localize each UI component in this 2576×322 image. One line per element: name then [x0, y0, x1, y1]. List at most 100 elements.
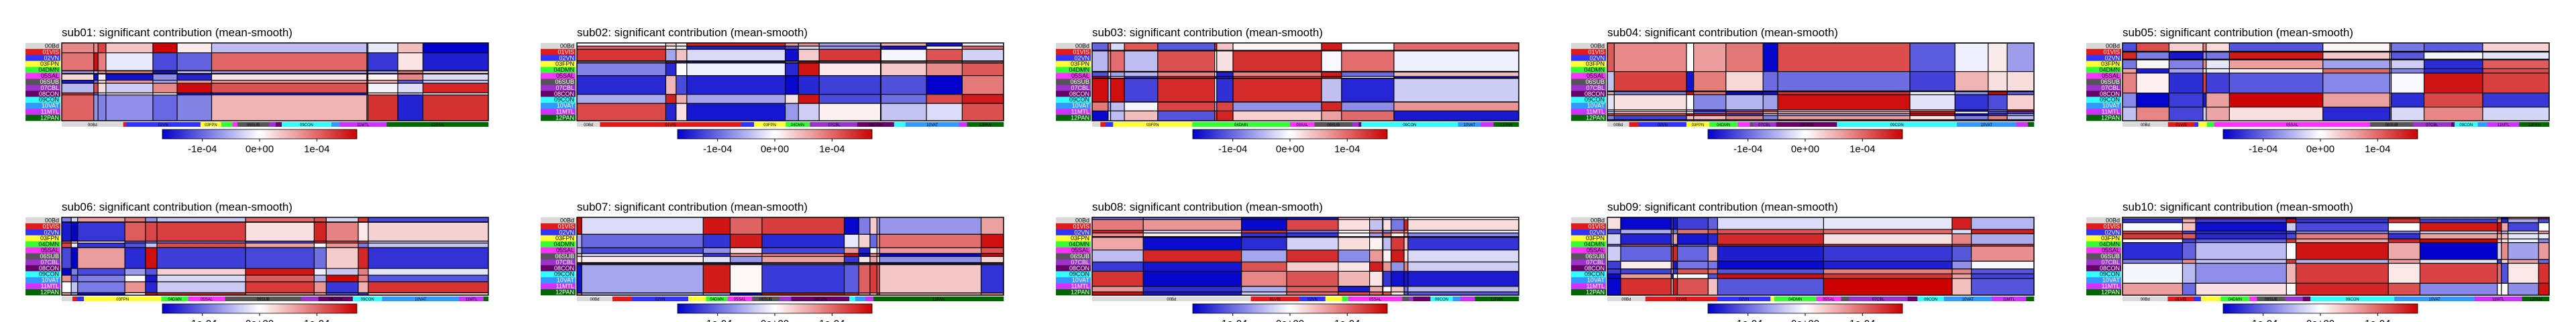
heatmap-cell [1620, 229, 1672, 234]
heatmap-cell [1708, 229, 1718, 234]
network-strip-label: 04DMN [1717, 123, 1730, 127]
heatmap-cell [819, 94, 881, 104]
heatmap-cell [2390, 93, 2392, 107]
heatmap-cell [1717, 244, 1824, 247]
heatmap-cell [2420, 242, 2498, 260]
network-strip-segment [1409, 297, 1413, 301]
colorbar-tick-label: -1e-04 [2249, 318, 2277, 322]
heatmap-cell [71, 241, 78, 244]
heatmap-cell [686, 46, 786, 50]
network-strip-segment [2302, 297, 2311, 301]
network-label: 03FPN [555, 60, 574, 67]
heatmap-cell [77, 248, 125, 269]
heatmap-cell [1673, 229, 1678, 234]
heatmap-cell [1124, 102, 1159, 111]
heatmap-cell [177, 83, 212, 93]
heatmap-cell [1823, 217, 1953, 230]
heatmap-cell [869, 263, 877, 265]
heatmap-cell [2501, 239, 2508, 243]
network-strip-segment [1493, 122, 1519, 127]
network-label-bg [25, 60, 60, 67]
heatmap-cell [2136, 107, 2169, 121]
heatmap-cell [1383, 233, 1391, 237]
heatmap-cell [926, 75, 963, 95]
heatmap-cell [1620, 268, 1672, 274]
heatmap-cell [246, 275, 315, 282]
heatmap-cell [1233, 76, 1322, 79]
heatmap-cell [326, 217, 359, 223]
network-label-bg [25, 289, 60, 296]
network-label-bg [541, 241, 576, 248]
heatmap-cell [2203, 93, 2207, 107]
network-strip-label: 00Bd [2141, 123, 2150, 127]
network-label-bg [1571, 85, 1606, 91]
heatmap-cell [62, 217, 72, 223]
heatmap-cell [1241, 250, 1287, 262]
heatmap-cell [1988, 91, 2008, 95]
network-label: 12PAN [1071, 115, 1089, 121]
heatmap-cell [1910, 111, 1955, 114]
heatmap-cell [1708, 246, 1718, 262]
heatmap-cell [2196, 231, 2287, 234]
heatmap-cell [368, 241, 489, 244]
network-strip-label: 06SUB [2385, 123, 2398, 127]
network-strip-segment [339, 122, 387, 127]
network-strip-label: 06SUB [257, 298, 270, 302]
heatmap-cell [1369, 292, 1383, 296]
network-label-bg [1056, 265, 1091, 272]
network-label-bg [1056, 48, 1091, 56]
network-label-bg [541, 78, 576, 85]
heatmap-cell [962, 62, 1004, 76]
heatmap-cell [1214, 102, 1218, 111]
heatmap-cell [1607, 217, 1621, 230]
network-label-bg [25, 247, 60, 254]
heatmap-cell [1407, 219, 1519, 231]
heatmap-cell [1708, 217, 1718, 230]
heatmap-cell [819, 43, 881, 47]
heatmap-cell [177, 43, 212, 54]
colorbar-tick-label: -1e-04 [703, 144, 732, 155]
heatmap-cell [761, 248, 845, 254]
heatmap-cell [2538, 263, 2550, 284]
network-strip-segment [1737, 122, 1750, 127]
network-strip-segment [741, 122, 755, 127]
heatmap-cell [77, 241, 125, 244]
heatmap-cell [879, 253, 981, 257]
network-label-bg [1571, 253, 1606, 260]
network-label: 07CBL [2101, 259, 2120, 266]
heatmap-cell [314, 217, 327, 223]
heatmap-cell [2196, 239, 2287, 243]
heatmap-cell [2206, 107, 2230, 121]
network-strip-segment [2370, 122, 2414, 127]
heatmap-cell [2169, 93, 2204, 107]
network-strip-segment [809, 122, 811, 127]
heatmap-cell [2136, 68, 2169, 74]
heatmap-cell [1124, 78, 1159, 103]
network-label: 11MTL [2102, 283, 2120, 290]
network-label: 09CON [2100, 97, 2120, 103]
network-label: 00Bd [560, 42, 574, 49]
heatmap-cell [105, 93, 154, 95]
heatmap-cell [358, 248, 369, 269]
heatmap-cell [1614, 109, 1687, 112]
heatmap-cell [2182, 219, 2196, 223]
heatmap-cell [962, 46, 1004, 50]
heatmap-cell [1910, 109, 1955, 112]
heatmap-cell [1321, 78, 1342, 103]
network-strip-label: 07CBL [1758, 123, 1771, 127]
network-label-bg [541, 60, 576, 67]
heatmap-cell [145, 282, 158, 293]
network-strip-segment [1113, 122, 1193, 127]
heatmap-cell [1763, 115, 1778, 120]
network-label: 06SUB [2100, 78, 2120, 85]
heatmap-cell [1607, 244, 1621, 247]
network-label: 05SAL [556, 72, 574, 79]
network-label: 06SUB [1070, 78, 1089, 85]
heatmap-cell [1620, 278, 1672, 296]
heatmap-cell [2391, 52, 2424, 60]
network-label-bg [1571, 247, 1606, 254]
heatmap-cell [1910, 91, 1955, 95]
network-label-bg [25, 241, 60, 248]
network-strip-segment [1325, 297, 1342, 301]
heatmap-cell [1673, 233, 1678, 245]
